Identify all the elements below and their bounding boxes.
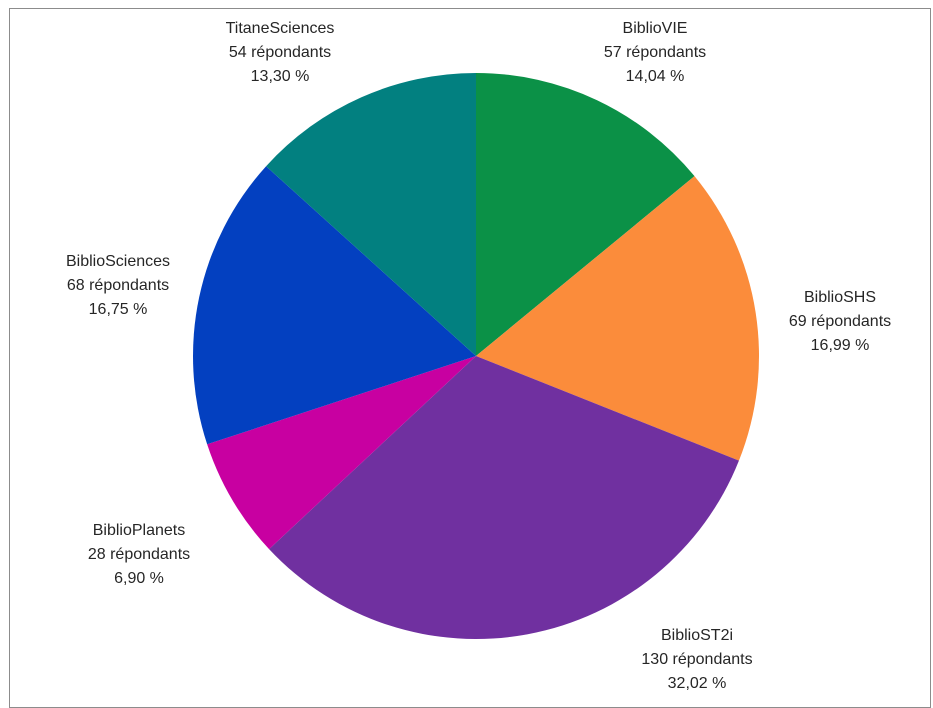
pie-slice-bibliovie	[476, 73, 695, 356]
slice-label-biblioplanets: BiblioPlanets 28 répondants 6,90 %	[88, 522, 190, 587]
slice-name: BiblioSHS	[804, 289, 876, 306]
pie-slices	[193, 73, 760, 640]
pie-slice-titanesciences	[266, 73, 476, 356]
slice-percent: 16,75 %	[89, 301, 148, 318]
pie-slice-biblioplanets	[207, 356, 476, 550]
slice-percent: 13,30 %	[251, 68, 310, 85]
slice-label-bibliovie: BiblioVIE 57 répondants 14,04 %	[604, 20, 706, 85]
slice-label-bibliost2i: BiblioST2i 130 répondants 32,02 %	[641, 627, 752, 692]
slice-count: 28 répondants	[88, 546, 190, 563]
slice-name: BiblioVIE	[623, 20, 688, 37]
slice-label-titanesciences: TitaneSciences 54 répondants 13,30 %	[226, 20, 335, 85]
slice-label-biblioshs: BiblioSHS 69 répondants 16,99 %	[789, 289, 891, 354]
slice-name: TitaneSciences	[226, 20, 335, 37]
slice-count: 69 répondants	[789, 313, 891, 330]
slice-percent: 14,04 %	[626, 68, 685, 85]
slice-percent: 16,99 %	[811, 337, 870, 354]
slice-count: 57 répondants	[604, 44, 706, 61]
slice-percent: 32,02 %	[668, 675, 727, 692]
slice-label-bibliosciences: BiblioSciences 68 répondants 16,75 %	[66, 253, 170, 318]
pie-slice-bibliosciences	[193, 166, 476, 445]
pie-slice-bibliost2i	[269, 356, 739, 640]
slice-count: 68 répondants	[67, 277, 169, 294]
slice-name: BiblioPlanets	[93, 522, 186, 539]
slice-name: BiblioSciences	[66, 253, 170, 270]
slice-count: 130 répondants	[641, 651, 752, 668]
slice-count: 54 répondants	[229, 44, 331, 61]
slice-name: BiblioST2i	[661, 627, 733, 644]
slice-labels: BiblioVIE 57 répondants 14,04 % BiblioSHS 69…	[66, 20, 891, 692]
pie-slice-biblioshs	[476, 176, 760, 461]
slice-percent: 6,90 %	[114, 570, 164, 587]
